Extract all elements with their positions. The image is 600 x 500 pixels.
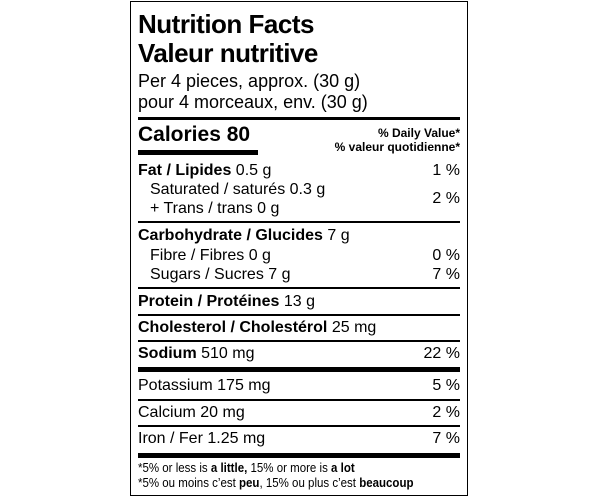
daily-value-header-en: % Daily Value* (377, 126, 460, 140)
nutrients-cholesterol-amount: 25 mg (331, 319, 377, 336)
nutrients-iron-amount: 1.25 mg (207, 430, 266, 447)
footnote-en-c: 15% or more is (247, 461, 332, 475)
nutrient-name: Fat / Lipides (138, 162, 232, 179)
nutrients-sodium-amount: 510 mg (201, 345, 255, 362)
nutrients-sugars-name: Sugars / Sucres (150, 266, 264, 283)
nutrients-protein-name: Protein / Protéines (138, 293, 280, 310)
row-calcium: Calcium 20 mg 2 % (138, 404, 460, 422)
nutrients-trans-name: + Trans / trans (150, 200, 253, 217)
nutrients-calcium-name: Calcium (138, 404, 196, 421)
divider (138, 287, 460, 289)
footnote-fr-b: peu (238, 476, 260, 490)
row-protein: Protein / Protéines 13 g (138, 293, 460, 311)
serving-size-en: Per 4 pieces, approx. (30 g) (138, 71, 361, 91)
nutrients-saturated-amount: 0.3 g (289, 181, 326, 198)
nutrients-sodium-dv: 22 % (423, 345, 460, 362)
title-en: Nutrition Facts (138, 9, 314, 39)
nutrients-cholesterol-name: Cholesterol / Cholestérol (138, 319, 328, 336)
row-fibre: Fibre / Fibres 0 g 0 % (138, 247, 460, 265)
nutrition-facts-label: Nutrition Facts Valeur nutritive Per 4 p… (130, 1, 468, 496)
nutrients-protein-amount: 13 g (283, 293, 315, 310)
divider (138, 340, 460, 342)
nutrients-fibre-name: Fibre / Fibres (150, 247, 245, 264)
row-fat: Fat / Lipides 0.5 g 1 % (138, 162, 460, 180)
nutrients-potassium-name: Potassium (138, 377, 213, 394)
nutrients-sugars-dv: 7 % (432, 266, 460, 283)
footnote-fr-c: , 15% ou plus c’est (259, 476, 360, 490)
nutrients-potassium-dv: 5 % (432, 377, 460, 394)
calories: Calories 80 (138, 123, 251, 146)
nutrients-sat-trans-dv: 2 % (432, 190, 460, 207)
divider (138, 117, 460, 120)
nutrients-potassium-amount: 175 mg (217, 377, 271, 394)
divider (138, 425, 460, 427)
nutrients-iron-name: Iron / Fer (138, 430, 203, 447)
footnote-en-b: a little, (210, 461, 248, 475)
nutrients-calcium-dv: 2 % (432, 404, 460, 421)
nutrients-sodium-name: Sodium (138, 345, 197, 362)
footnote-en-d: a lot (331, 461, 355, 475)
nutrients-fibre-dv: 0 % (432, 247, 460, 264)
divider (138, 399, 460, 401)
nutrients-carbohydrate-name: Carbohydrate / Glucides (138, 227, 323, 244)
nutrients-fibre-amount: 0 g (248, 247, 271, 264)
footnote-en-a: *5% or less is (138, 461, 211, 475)
footnote-fr-d: beaucoup (359, 476, 414, 490)
sat-trans-dv: 2 % (138, 190, 460, 208)
calories-bar (138, 150, 258, 155)
title-fr: Valeur nutritive (138, 38, 318, 68)
nutrients-iron-dv: 7 % (432, 430, 460, 447)
row-trans: + Trans / trans 0 g (138, 200, 460, 218)
row-saturated: Saturated / saturés 0.3 g (138, 181, 460, 199)
row-cholesterol: Cholesterol / Cholestérol 25 mg (138, 319, 460, 337)
footnote-fr: *5% ou moins c’est peu, 15% ou plus c’es… (138, 476, 414, 491)
row-sodium: Sodium 510 mg 22 % (138, 345, 460, 363)
nutrients-sugars-amount: 7 g (268, 266, 291, 283)
nutrient-amount: 0.5 g (235, 162, 272, 179)
serving-size-fr: pour 4 morceaux, env. (30 g) (138, 92, 368, 112)
nutrients-saturated-name: Saturated / saturés (150, 181, 286, 198)
row-carbohydrate: Carbohydrate / Glucides 7 g (138, 227, 460, 245)
nutrients-calcium-amount: 20 mg (200, 404, 245, 421)
daily-value: 1 % (432, 162, 460, 179)
thick-divider (138, 367, 460, 372)
footnote-fr-a: *5% ou moins c’est (138, 476, 239, 490)
nutrients-carbohydrate-amount: 7 g (327, 227, 350, 244)
row-potassium: Potassium 175 mg 5 % (138, 377, 460, 395)
daily-value-header-fr: % valeur quotidienne* (334, 140, 460, 154)
footnote-en: *5% or less is a little, 15% or more is … (138, 461, 355, 476)
divider (138, 314, 460, 316)
row-sugars: Sugars / Sucres 7 g 7 % (138, 266, 460, 284)
row-iron: Iron / Fer 1.25 mg 7 % (138, 430, 460, 448)
thick-divider (138, 453, 460, 458)
divider (138, 221, 460, 223)
nutrients-trans-amount: 0 g (257, 200, 280, 217)
